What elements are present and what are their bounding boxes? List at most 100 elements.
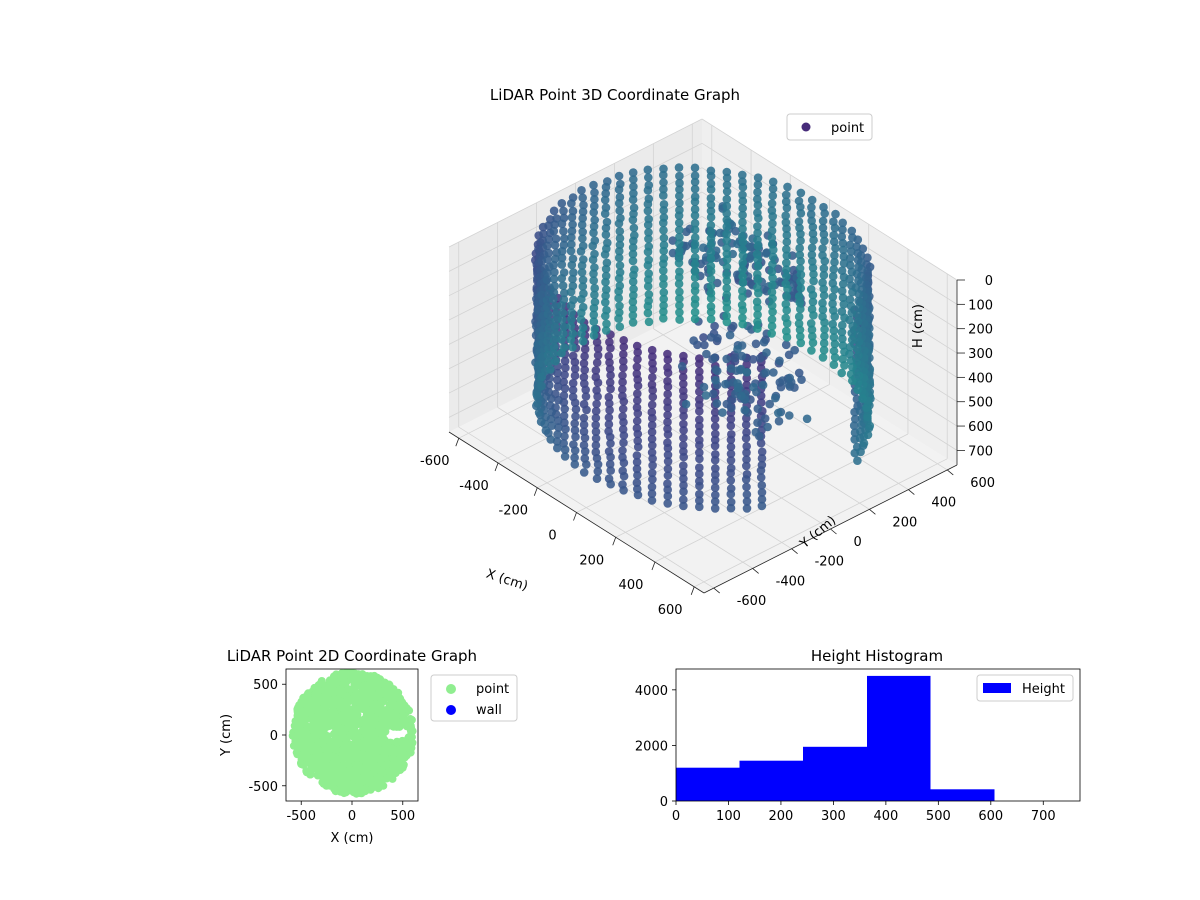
scatter-2d-point (347, 732, 356, 740)
y-tick-3d (752, 568, 759, 574)
scatter-3d-point (782, 251, 792, 260)
scatter-3d-point (818, 216, 828, 226)
scatter-3d-point (758, 380, 768, 390)
z-tick-label-3d: 0 (985, 274, 993, 289)
scatter-3d-point (663, 485, 672, 495)
scatter-3d-point (544, 357, 554, 367)
scatter-3d-point (647, 427, 657, 437)
scatter-3d-point (848, 321, 857, 331)
scatter-3d-point (674, 163, 684, 172)
scatter-3d-point (577, 308, 586, 318)
chart-2d: LiDAR Point 2D Coordinate Graph -500 0 500… (219, 647, 518, 846)
scatter-3d-point (679, 468, 688, 477)
scatter-3d-point (628, 311, 638, 320)
scatter-3d-point (592, 386, 601, 395)
scatter-2d-point (320, 709, 329, 718)
scatter-2d-point (347, 724, 356, 733)
scatter-2d-point (305, 706, 314, 715)
x-tick-label-histogram: 300 (821, 809, 846, 824)
scatter-3d-point (742, 490, 752, 499)
scatter-3d-point (829, 360, 839, 370)
scatter-3d-point (795, 325, 805, 335)
scatter-3d-point (605, 364, 615, 374)
scatter-3d-point (738, 210, 747, 220)
scatter-3d-point (570, 453, 579, 462)
scatter-3d-point (854, 276, 863, 285)
scatter-3d-point (741, 434, 751, 443)
scatter-3d-point (570, 425, 580, 435)
scatter-3d-point (537, 290, 546, 300)
scatter-3d-point (618, 377, 627, 387)
scatter-3d-point (781, 211, 790, 220)
scatter-2d-point (299, 760, 308, 769)
scatter-3d-point (674, 273, 684, 282)
scatter-3d-point (558, 308, 568, 318)
scatter-3d-point (853, 344, 862, 354)
scatter-3d-point (643, 247, 653, 257)
scatter-3d-point (837, 232, 847, 241)
scatter-3d-point (738, 218, 747, 227)
legend-3d: point (786, 113, 873, 141)
scatter-3d-point (647, 434, 657, 444)
scatter-2d-point (362, 765, 371, 773)
scatter-3d-point (675, 185, 684, 194)
scatter-3d-point (829, 230, 839, 240)
scatter-3d-point (738, 319, 747, 329)
scatter-3d-point (619, 418, 628, 427)
scatter-3d-point (829, 265, 839, 274)
scatter-3d-point (768, 184, 778, 193)
scatter-3d-point (726, 449, 736, 459)
scatter-3d-point (561, 424, 570, 434)
scatter-3d-point (735, 365, 745, 375)
scatter-3d-point (738, 292, 747, 302)
scatter-2d-point (375, 680, 384, 688)
scatter-3d-point (590, 201, 599, 211)
scatter-3d-point (702, 349, 711, 359)
scatter-3d-point (566, 321, 576, 331)
scatter-3d-point (648, 386, 657, 395)
scatter-3d-point (679, 411, 688, 421)
scatter-3d-point (632, 362, 642, 372)
scatter-2d-plot-area (288, 669, 417, 798)
scatter-3d-point (706, 227, 716, 237)
scatter-2d-point (400, 753, 409, 762)
x-tick-3d (690, 586, 695, 595)
scatter-3d-point (722, 229, 731, 239)
scatter-3d-point (567, 199, 576, 208)
scatter-3d-point (560, 404, 569, 414)
scatter-3d-point (549, 274, 559, 284)
scatter-3d-point (695, 415, 704, 425)
scatter-3d-point (606, 479, 615, 489)
scatter-3d-point (570, 398, 580, 408)
scatter-3d-point (742, 482, 751, 492)
scatter-2d-point (341, 740, 350, 749)
scatter-3d-point (782, 265, 791, 274)
scatter-3d-point (567, 315, 576, 324)
z-axis-label-3d: H (cm) (911, 304, 926, 348)
scatter-3d-points (531, 163, 875, 513)
scatter-3d-point (547, 421, 556, 431)
scatter-3d-point (663, 464, 673, 474)
scatter-3d-point (690, 253, 700, 262)
scatter-3d-point (722, 194, 732, 204)
scatter-3d-point (854, 303, 864, 313)
scatter-3d-point (582, 460, 591, 469)
scatter-3d-point (628, 195, 638, 204)
scatter-3d-point (580, 365, 589, 375)
scatter-3d-point (718, 408, 727, 417)
scatter-3d-point (559, 411, 569, 421)
scatter-3d-point (751, 339, 761, 349)
scatter-3d-point (706, 294, 716, 303)
scatter-3d-point (663, 430, 673, 439)
scatter-3d-point (706, 206, 716, 216)
scatter-2d-point (288, 731, 297, 740)
y-tick-label-3d: 200 (892, 515, 917, 530)
scatter-3d-point (633, 409, 643, 418)
scatter-3d-point (619, 486, 628, 495)
scatter-3d-point (579, 427, 589, 436)
scatter-3d-point (577, 186, 586, 195)
scatter-2d-point (343, 694, 352, 703)
scatter-3d-point (760, 414, 770, 423)
scatter-3d-point (553, 443, 562, 453)
scatter-3d-point (576, 315, 586, 324)
